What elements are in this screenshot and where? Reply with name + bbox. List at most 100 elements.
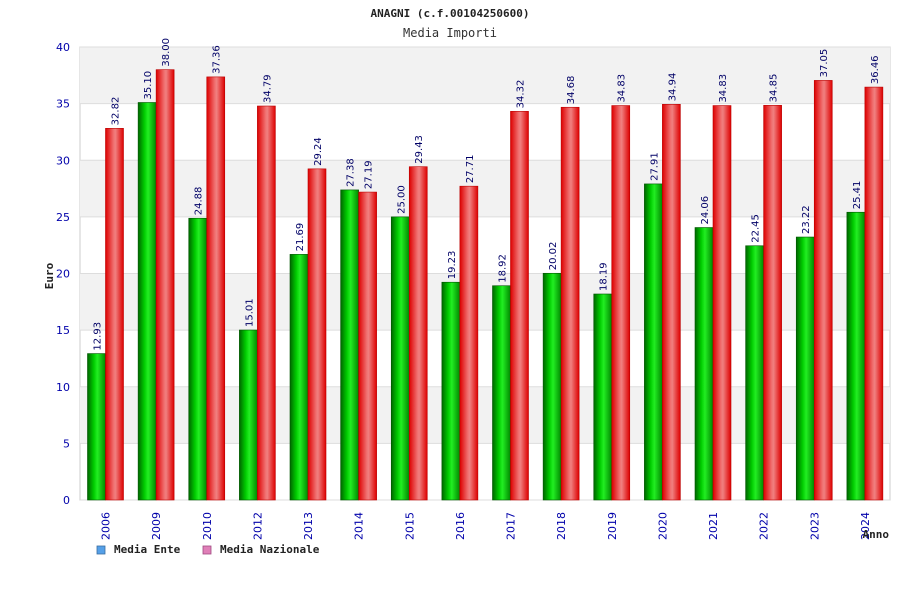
x-tick-label-2024: 2024: [859, 512, 872, 540]
value-label-media-nazionale-2016: 27.71: [465, 155, 476, 184]
value-label-media-nazionale-2012: 34.79: [262, 74, 273, 103]
y-tick-label: 30: [56, 154, 70, 167]
bar-media-nazionale-2020: [662, 104, 681, 501]
value-label-media-ente-2018: 20.02: [548, 242, 559, 271]
x-tick-label-2021: 2021: [707, 512, 720, 540]
value-label-media-ente-2009: 35.10: [143, 71, 154, 100]
bar-media-ente-2006: [87, 353, 106, 501]
bar-media-ente-2016: [441, 281, 461, 501]
legend-label-media-ente: Media Ente: [114, 543, 181, 556]
value-label-media-ente-2020: 27.91: [649, 152, 660, 181]
x-tick-label-2006: 2006: [100, 512, 113, 540]
x-axis-label: Anno: [863, 528, 890, 541]
value-label-media-ente-2023: 23.22: [801, 205, 812, 234]
value-label-media-ente-2012: 15.01: [244, 298, 255, 327]
y-tick-label: 10: [56, 381, 70, 394]
x-tick-label-2022: 2022: [758, 512, 771, 540]
y-tick-label: 0: [63, 494, 70, 507]
bar-media-nazionale-2018: [560, 106, 580, 501]
x-tick-label-2018: 2018: [555, 512, 568, 540]
value-labels: 12.93 32.82 35.10 38.00 24.88 37.36 15.01 34.79…: [93, 38, 881, 351]
value-label-media-nazionale-2024: 36.46: [870, 55, 881, 84]
value-label-media-ente-2021: 24.06: [700, 196, 711, 225]
value-label-media-ente-2015: 25.00: [396, 185, 407, 214]
x-tick-label-2019: 2019: [606, 512, 619, 540]
legend: Media Ente Media Nazionale: [96, 543, 320, 556]
bars: [87, 69, 884, 501]
bar-media-nazionale-2022: [763, 105, 782, 501]
bar-media-ente-2012: [239, 329, 258, 501]
value-label-media-nazionale-2019: 34.83: [617, 74, 628, 103]
value-label-media-ente-2017: 18.92: [498, 254, 509, 283]
value-label-media-nazionale-2015: 29.43: [414, 135, 425, 164]
value-label-media-ente-2010: 24.88: [194, 187, 205, 216]
bar-media-ente-2009: [137, 102, 157, 501]
value-label-media-ente-2013: 21.69: [295, 223, 306, 252]
x-tick-label-2017: 2017: [505, 512, 518, 540]
legend-swatch-media-ente: [96, 545, 106, 555]
bar-media-nazionale-2013: [307, 168, 327, 501]
legend-label-media-nazionale: Media Nazionale: [220, 543, 320, 556]
value-label-media-nazionale-2021: 34.83: [718, 74, 729, 103]
x-axis-ticks: 2006 2009 2010 2012 2013 2014 2015 2016 2017 2018…: [100, 512, 872, 540]
y-tick-label: 25: [56, 211, 70, 224]
value-label-media-ente-2016: 19.23: [447, 251, 458, 280]
value-label-media-ente-2006: 12.93: [93, 322, 104, 351]
bar-media-ente-2013: [289, 254, 309, 501]
legend-swatch-media-nazionale: [202, 545, 212, 555]
value-label-media-nazionale-2022: 34.85: [769, 74, 780, 103]
x-tick-label-2012: 2012: [251, 512, 264, 540]
value-label-media-ente-2019: 18.19: [599, 262, 610, 291]
bar-media-nazionale-2021: [712, 105, 732, 501]
bar-media-ente-2019: [593, 293, 613, 501]
chart-title: ANAGNI (c.f.00104250600): [371, 7, 530, 20]
x-tick-label-2020: 2020: [656, 512, 669, 540]
value-label-media-ente-2014: 27.38: [346, 158, 357, 187]
y-tick-label: 15: [56, 324, 70, 337]
x-tick-label-2013: 2013: [302, 512, 315, 540]
plot-area: 0 5 10 15 20 25 30 35 40 12.93 32.82 35.10 38.00 24.…: [56, 38, 891, 540]
value-label-media-nazionale-2023: 37.05: [819, 49, 830, 78]
x-tick-label-2016: 2016: [454, 512, 467, 540]
x-tick-label-2023: 2023: [808, 512, 821, 540]
bar-media-nazionale-2012: [257, 105, 276, 501]
bar-media-ente-2015: [390, 216, 410, 501]
bar-media-ente-2022: [745, 245, 764, 501]
bar-media-nazionale-2010: [206, 76, 226, 501]
chart-subtitle: Media Importi: [403, 26, 497, 40]
y-tick-label: 20: [56, 268, 70, 281]
y-tick-label: 40: [56, 41, 70, 54]
bar-media-nazionale-2016: [459, 185, 479, 501]
value-label-media-ente-2024: 25.41: [852, 181, 863, 210]
bar-media-ente-2024: [846, 211, 866, 501]
value-label-media-nazionale-2009: 38.00: [161, 38, 172, 67]
x-tick-label-2009: 2009: [150, 512, 163, 540]
value-label-media-nazionale-2006: 32.82: [111, 97, 122, 126]
bar-media-nazionale-2015: [408, 166, 428, 501]
x-tick-label-2014: 2014: [353, 512, 366, 540]
y-axis-label: Euro: [43, 262, 56, 289]
x-tick-label-2015: 2015: [403, 512, 416, 540]
bar-media-ente-2023: [795, 236, 815, 501]
y-tick-label: 35: [56, 98, 70, 111]
bar-media-ente-2017: [492, 285, 511, 501]
bar-media-nazionale-2017: [510, 111, 529, 501]
bar-media-nazionale-2014: [358, 191, 377, 501]
bar-media-ente-2014: [340, 189, 359, 501]
value-label-media-nazionale-2017: 34.32: [516, 80, 527, 109]
y-tick-label: 5: [63, 437, 70, 450]
value-label-media-nazionale-2013: 29.24: [313, 137, 324, 166]
value-label-media-ente-2022: 22.45: [751, 214, 762, 243]
value-label-media-nazionale-2020: 34.94: [667, 73, 678, 102]
bar-media-nazionale-2009: [155, 69, 175, 501]
value-label-media-nazionale-2010: 37.36: [212, 45, 223, 74]
bar-media-ente-2010: [188, 217, 208, 501]
bar-media-nazionale-2019: [611, 105, 631, 501]
value-label-media-nazionale-2018: 34.68: [566, 76, 577, 105]
bar-media-nazionale-2024: [864, 86, 884, 501]
bar-media-nazionale-2006: [105, 128, 124, 501]
bar-media-nazionale-2023: [813, 80, 833, 501]
x-tick-label-2010: 2010: [201, 512, 214, 540]
value-label-media-nazionale-2014: 27.19: [364, 160, 375, 189]
